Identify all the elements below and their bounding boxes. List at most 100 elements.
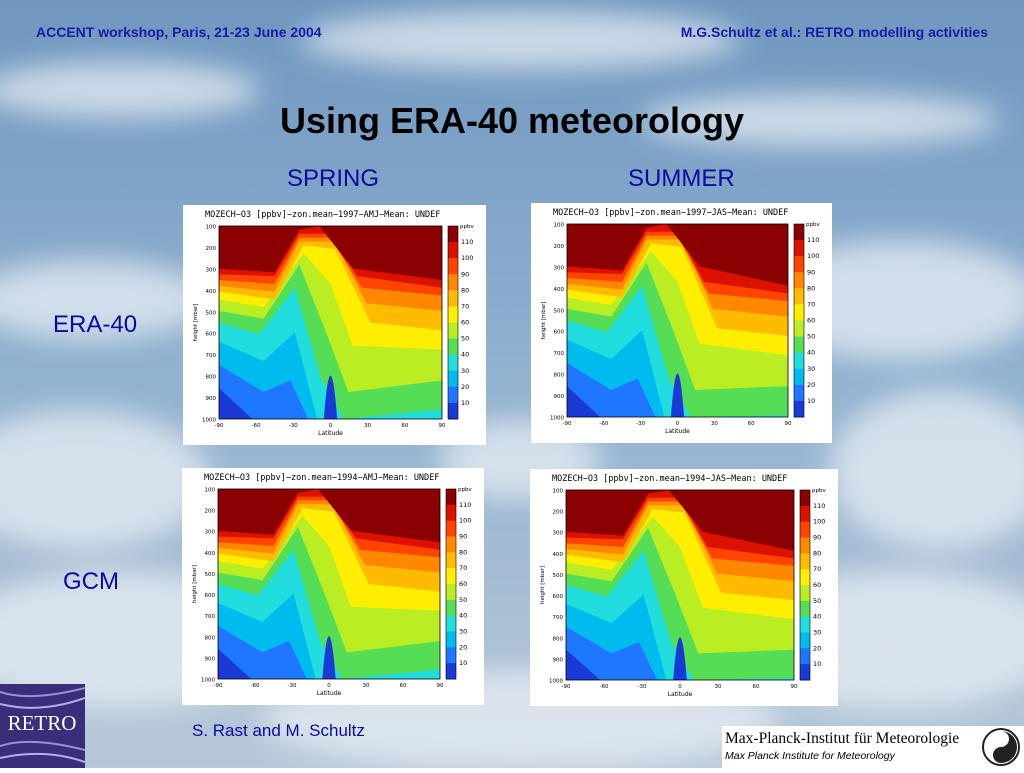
y-tick-label: 500 xyxy=(205,572,216,578)
x-axis-label: Latitude xyxy=(318,430,343,437)
x-tick-label: -60 xyxy=(600,684,609,690)
y-tick-label: 1000 xyxy=(549,679,563,685)
y-tick-label: 800 xyxy=(206,375,217,381)
mpi-name-english: Max Planck Institute for Meteorology xyxy=(725,750,895,762)
colorbar-swatch xyxy=(448,322,458,340)
retro-logo: RETRO xyxy=(0,684,86,768)
colorbar-label: 80 xyxy=(459,548,467,556)
mpi-emblem-icon xyxy=(982,728,1020,766)
svg-text:RETRO: RETRO xyxy=(8,711,77,735)
colorbar-swatch xyxy=(448,290,458,307)
colorbar-label: 40 xyxy=(461,351,469,359)
colorbar-swatch xyxy=(800,632,810,649)
y-tick-label: 1000 xyxy=(201,678,215,684)
y-tick-label: 500 xyxy=(206,310,217,316)
y-tick-label: 400 xyxy=(553,552,564,558)
colorbar-label: 70 xyxy=(807,300,815,308)
y-tick-label: 100 xyxy=(553,489,564,495)
colorbar-label: 70 xyxy=(813,565,821,573)
x-tick-label: -90 xyxy=(563,421,572,427)
x-tick-label: -90 xyxy=(214,683,223,689)
colorbar-label: 30 xyxy=(459,628,467,636)
y-tick-label: 400 xyxy=(205,551,216,557)
colorbar-swatch xyxy=(794,272,804,289)
x-tick-label: 90 xyxy=(439,423,446,429)
plot-title: MOZECH−O3 [ppbv]−zon.mean−1997−AMJ−Mean:… xyxy=(205,210,440,220)
colorbar-label: 40 xyxy=(459,612,467,620)
y-tick-label: 100 xyxy=(554,223,565,229)
colorbar-swatch xyxy=(794,368,804,386)
colorbar-swatch xyxy=(446,520,456,537)
colorbar-label: 30 xyxy=(461,367,469,375)
colorbar-swatch xyxy=(800,490,810,507)
y-tick-label: 1000 xyxy=(202,418,216,424)
colorbar-swatch xyxy=(448,354,458,372)
x-tick-label: 0 xyxy=(327,683,331,689)
x-tick-label: -60 xyxy=(252,423,261,429)
colorbar-label: 90 xyxy=(807,268,815,276)
colorbar-label: 20 xyxy=(813,644,821,652)
x-tick-label: -30 xyxy=(638,684,647,690)
y-tick-label: 1000 xyxy=(550,416,564,422)
colorbar-label: 80 xyxy=(807,284,815,292)
colorbar-label: 100 xyxy=(459,517,471,525)
colorbar-swatch xyxy=(800,600,810,618)
y-tick-label: 200 xyxy=(554,244,565,250)
colorbar-swatch xyxy=(448,370,458,388)
y-axis-label: height [mbar] xyxy=(541,301,547,339)
y-axis-label: height [mbar] xyxy=(540,566,546,604)
colorbar-label: 10 xyxy=(461,399,469,407)
y-tick-label: 200 xyxy=(206,246,217,252)
x-tick-label: -60 xyxy=(251,683,260,689)
colorbar-swatch xyxy=(794,320,804,338)
colorbar-label: 60 xyxy=(813,581,821,589)
colorbar-swatch xyxy=(446,552,456,569)
y-tick-label: 300 xyxy=(553,531,564,537)
colorbar-label: 50 xyxy=(807,333,815,341)
colorbar-label: 100 xyxy=(461,254,473,262)
column-label-summer: SUMMER xyxy=(628,165,735,192)
colorbar-label: 100 xyxy=(813,518,825,526)
column-label-spring: SPRING xyxy=(287,165,380,192)
header-right: M.G.Schultz et al.: RETRO modelling acti… xyxy=(680,24,988,40)
plot-title: MOZECH−O3 [ppbv]−zon.mean−1997−JAS−Mean:… xyxy=(553,208,788,218)
colorbar-label: 110 xyxy=(807,236,819,244)
x-tick-label: 0 xyxy=(678,684,682,690)
x-tick-label: 30 xyxy=(364,423,371,429)
colorbar-swatch xyxy=(794,224,804,241)
colorbar-swatch xyxy=(446,615,456,632)
colorbar-swatch xyxy=(448,338,458,356)
colorbar-swatch xyxy=(794,352,804,370)
x-tick-label: -30 xyxy=(289,423,298,429)
y-tick-label: 100 xyxy=(205,488,216,494)
y-tick-label: 200 xyxy=(553,510,564,516)
colorbar-swatch xyxy=(446,631,456,648)
y-tick-label: 600 xyxy=(205,593,216,599)
colorbar-label: 70 xyxy=(459,564,467,572)
colorbar-swatch xyxy=(794,384,804,402)
x-axis-label: Latitude xyxy=(317,690,342,697)
colorbar-label: 60 xyxy=(807,317,815,325)
colorbar-swatch xyxy=(448,386,458,404)
y-tick-label: 700 xyxy=(206,353,217,359)
row-label-gcm: GCM xyxy=(63,568,119,595)
x-tick-label: -90 xyxy=(215,423,224,429)
x-tick-label: 0 xyxy=(329,423,333,429)
colorbar-swatch xyxy=(800,505,810,523)
colorbar-label: 20 xyxy=(461,383,469,391)
y-tick-label: 600 xyxy=(553,594,564,600)
colorbar-label: 60 xyxy=(461,319,469,327)
authors: S. Rast and M. Schultz xyxy=(192,721,365,740)
colorbar-swatch xyxy=(794,256,804,273)
colorbar-swatch xyxy=(448,226,458,243)
y-tick-label: 400 xyxy=(206,289,217,295)
colorbar-swatch xyxy=(446,584,456,601)
y-tick-label: 800 xyxy=(554,373,565,379)
colorbar-unit: ppbv xyxy=(806,222,820,228)
colorbar-label: 90 xyxy=(813,534,821,542)
y-tick-label: 900 xyxy=(553,657,564,663)
colorbar-label: 50 xyxy=(813,597,821,605)
plot-gcm-summer: MOZECH−O3 [ppbv]−zon.mean−1994−JAS−Mean:… xyxy=(530,469,838,706)
x-tick-label: 30 xyxy=(711,421,718,427)
